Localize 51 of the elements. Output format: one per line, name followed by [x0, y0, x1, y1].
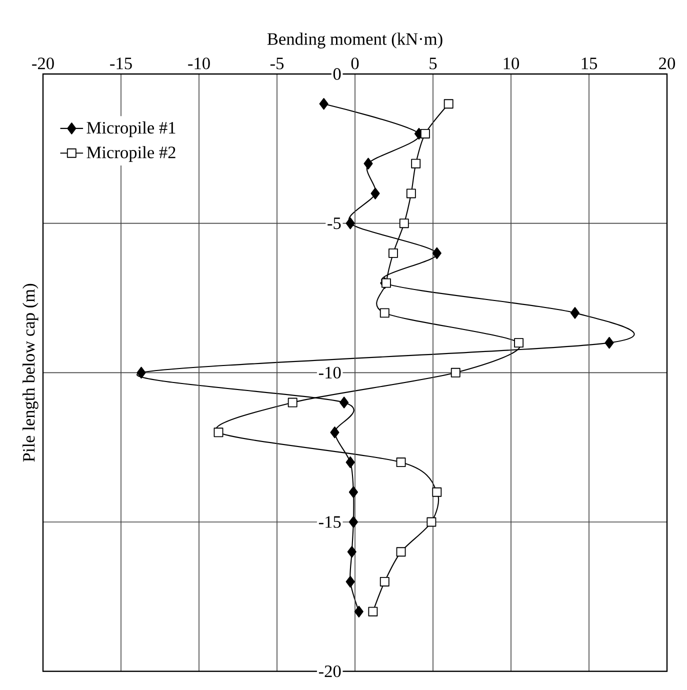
point: [346, 217, 355, 230]
point: [348, 486, 358, 498]
point: [411, 158, 421, 168]
point: [348, 516, 358, 528]
point: [432, 247, 442, 260]
point: [380, 308, 390, 318]
point: [340, 396, 349, 408]
y-tick-label: -10: [318, 366, 341, 379]
point: [346, 576, 355, 588]
x-tick-label: 15: [582, 58, 597, 70]
point: [346, 456, 355, 468]
point: [444, 99, 454, 109]
x-tick-label: 10: [504, 58, 520, 70]
point: [396, 547, 406, 557]
point: [432, 487, 442, 497]
point: [514, 338, 524, 348]
x-axis-title: Bending moment (kN·m): [267, 32, 442, 48]
x-tick-label: -5: [270, 58, 284, 70]
point: [399, 218, 409, 228]
y-tick-label: -5: [328, 218, 341, 230]
y-tick-label: -20: [318, 665, 341, 678]
point: [214, 428, 224, 438]
point: [604, 336, 614, 349]
x-tick-label: -15: [110, 58, 132, 70]
point: [570, 307, 580, 319]
point: [426, 517, 436, 527]
y-tick-label: 0: [333, 68, 341, 80]
point: [354, 606, 364, 618]
x-tick-label: -20: [32, 58, 54, 70]
legend-label: Micropile #1: [86, 121, 176, 138]
point: [388, 248, 398, 258]
point: [136, 366, 146, 379]
x-tick-label: 0: [351, 58, 359, 70]
point: [396, 458, 406, 467]
x-tick-label: 20: [659, 58, 676, 70]
point: [420, 129, 430, 138]
point: [370, 188, 380, 200]
point: [364, 158, 373, 170]
y-axis-title: Pile length below cap (m): [22, 284, 38, 462]
point: [319, 98, 328, 110]
point: [450, 368, 460, 378]
point: [288, 398, 298, 408]
y-tick-label: -15: [318, 516, 341, 528]
point: [406, 188, 416, 198]
point: [347, 546, 356, 558]
legend-label: Micropile #2: [86, 146, 176, 162]
x-tick-label: 5: [430, 58, 437, 70]
point: [380, 576, 390, 586]
point: [330, 426, 340, 438]
point: [368, 606, 378, 616]
x-tick-label: -10: [188, 58, 210, 70]
